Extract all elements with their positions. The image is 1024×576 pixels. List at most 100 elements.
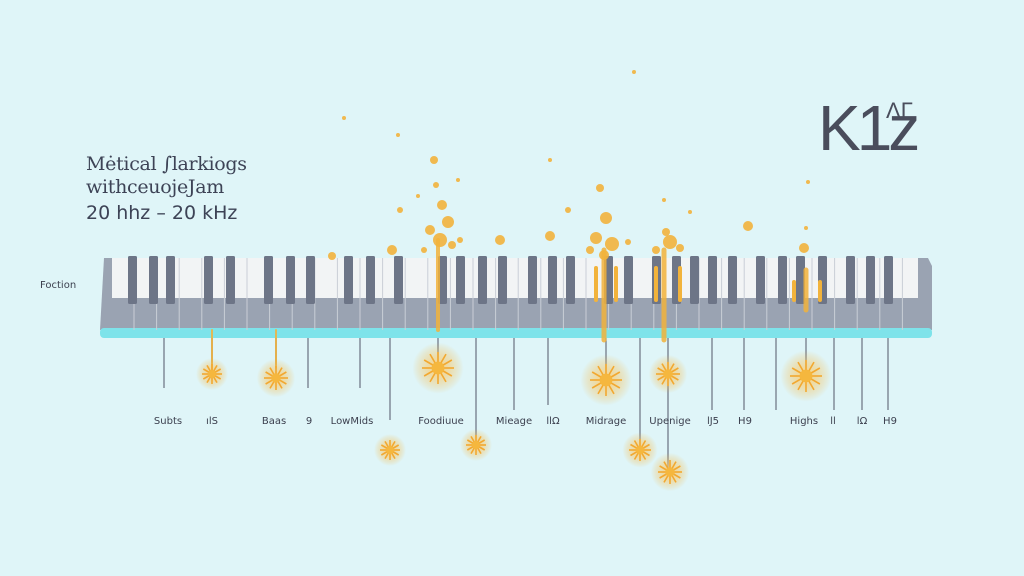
black-key <box>456 256 465 304</box>
glow-burst <box>256 358 296 398</box>
sparkle-dot <box>396 133 400 137</box>
sparkle-dot <box>387 245 397 255</box>
sparkle-dot <box>676 244 684 252</box>
black-key <box>438 256 447 304</box>
glow-burst <box>580 354 632 406</box>
black-key <box>366 256 375 304</box>
black-key <box>624 256 633 304</box>
black-key <box>149 256 158 304</box>
black-keys <box>128 256 893 304</box>
black-key <box>204 256 213 304</box>
sparkle-dot <box>632 70 636 74</box>
black-key <box>796 256 805 304</box>
sparkle-dot <box>799 243 809 253</box>
sparkle-dot <box>457 237 463 243</box>
sparkle-dot <box>442 216 454 228</box>
keyboard-cyan-edge <box>100 328 932 338</box>
burst-core <box>386 446 394 454</box>
glow-burst <box>374 434 406 466</box>
paint-drip-u <box>654 266 682 302</box>
sparkle-dot <box>421 247 427 253</box>
glow-burst <box>412 342 464 394</box>
paint-drip-u <box>594 266 618 302</box>
band-label: Midrage <box>585 416 627 427</box>
band-label: Foodiuue <box>418 416 464 427</box>
glow-burst <box>622 432 658 468</box>
sparkle-dot <box>625 239 631 245</box>
band-label: H9 <box>883 416 897 427</box>
sparkle-dot <box>662 228 670 236</box>
black-key <box>708 256 717 304</box>
sparkle-dot <box>590 232 602 244</box>
sparkle-dot <box>416 194 420 198</box>
burst-core <box>271 373 281 383</box>
sparkle-dot <box>806 180 810 184</box>
band-label: Highs <box>789 416 819 427</box>
burst-core <box>208 370 216 378</box>
black-key <box>846 256 855 304</box>
black-key <box>306 256 315 304</box>
frequency-band-stems <box>163 338 889 470</box>
black-key <box>128 256 137 304</box>
sparkle-dot <box>430 156 438 164</box>
sparkle-dot <box>586 246 594 254</box>
band-label: Baas <box>261 416 287 427</box>
glow-burst <box>780 350 832 402</box>
black-key <box>728 256 737 304</box>
glow-bursts <box>196 342 832 492</box>
band-label: H9 <box>738 416 752 427</box>
band-label: Upenige <box>649 416 691 427</box>
burst-core <box>431 361 445 375</box>
black-key <box>344 256 353 304</box>
black-key <box>566 256 575 304</box>
title-line-2: withceuojeJam <box>86 176 224 198</box>
glow-burst <box>460 429 492 461</box>
burst-core <box>472 441 480 449</box>
burst-core <box>799 369 813 383</box>
sparkle-dot <box>328 252 336 260</box>
side-label: Foction <box>40 280 77 291</box>
keyboard-body <box>100 258 932 338</box>
burst-core <box>665 467 675 477</box>
frequency-range-label: 20 hhz – 20 kHz <box>86 202 238 224</box>
sparkle-dot <box>662 198 666 202</box>
band-label: Subts <box>153 416 183 427</box>
band-label: lJ5 <box>706 416 720 427</box>
black-key <box>866 256 875 304</box>
black-key <box>166 256 175 304</box>
sparkle-dot <box>433 233 447 247</box>
sparkle-dot <box>663 235 677 249</box>
black-key <box>394 256 403 304</box>
black-key <box>528 256 537 304</box>
sparkle-dot <box>688 210 692 214</box>
sparkle-dot <box>596 184 604 192</box>
band-label: ll <box>830 416 836 427</box>
black-key <box>690 256 699 304</box>
band-label: 9 <box>305 416 313 427</box>
logo-superscript: ΛΓ <box>886 98 913 123</box>
sparkle-dot <box>495 235 505 245</box>
black-key <box>226 256 235 304</box>
sparkle-dot <box>600 212 612 224</box>
sparkle-dot <box>565 207 571 213</box>
sparkle-dot <box>437 200 447 210</box>
title-line-1: Mėtical ∫larkiogs <box>86 153 247 175</box>
black-key <box>778 256 787 304</box>
black-key <box>498 256 507 304</box>
diagram-title-block: Mėtical ∫larkiogs withceuojeJam 20 hhz –… <box>86 152 247 228</box>
black-key <box>884 256 893 304</box>
sparkle-dot <box>652 246 660 254</box>
sparkle-dot <box>397 207 403 213</box>
glow-burst <box>196 358 228 390</box>
sparkle-dot <box>605 237 619 251</box>
sparkle-dot <box>456 178 460 182</box>
band-label: lΩ <box>856 416 868 427</box>
sparkle-dot <box>448 241 456 249</box>
paint-drips <box>211 238 822 371</box>
sparkle-dots <box>328 70 810 260</box>
burst-core <box>599 373 613 387</box>
sparkle-dot <box>599 250 609 260</box>
black-key <box>478 256 487 304</box>
